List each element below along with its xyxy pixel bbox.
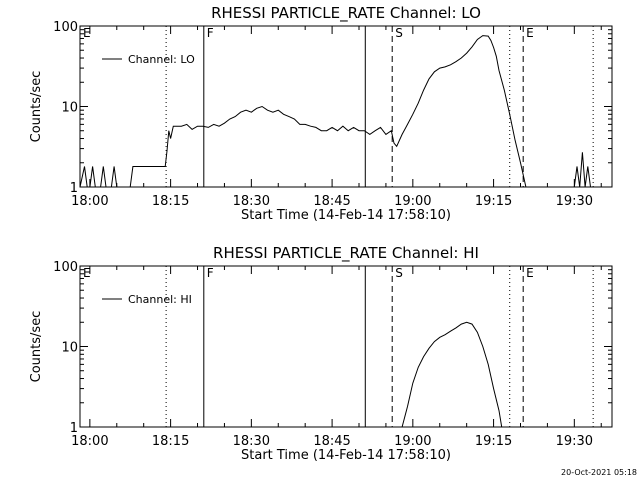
y-tick-label: 1 [70,181,78,196]
plot-frame [79,265,613,428]
x-tick-label: 19:00 [394,194,431,209]
x-tick-label: 19:15 [475,434,512,449]
y-tick-label: 10 [61,101,78,116]
x-tick-label: 19:30 [556,434,593,449]
y-tick-label: 100 [53,20,78,35]
footer-timestamp: 20-Oct-2021 05:18 [561,468,637,477]
x-tick-label: 18:15 [152,194,189,209]
x-tick-label: 19:15 [475,194,512,209]
legend-entry: Channel: HI [128,293,192,306]
x-tick-label: 18:15 [152,434,189,449]
event-marker-label: E [83,266,91,280]
x-tick-label: 18:45 [313,194,350,209]
x-tick-label: 18:30 [233,434,270,449]
event-marker-label: E [526,266,534,280]
y-tick-label: 1 [70,421,78,436]
legend-entry: Channel: LO [128,53,195,66]
y-tick-label: 10 [61,341,78,356]
event-marker-label: S [395,26,403,40]
event-marker-label: F [207,266,214,280]
x-axis-label: Start Time (14-Feb-14 17:58:10) [241,448,451,463]
plot-frame [79,25,613,188]
chart-title: RHESSI PARTICLE_RATE Channel: LO [211,4,481,23]
event-marker-label: F [207,26,214,40]
series-line-1 [79,35,596,188]
x-tick-label: 19:30 [556,194,593,209]
series-line-1 [401,321,503,428]
x-tick-label: 18:00 [71,194,108,209]
chart-title: RHESSI PARTICLE_RATE Channel: HI [213,244,479,263]
event-marker-label: E [83,26,91,40]
x-tick-label: 19:00 [394,434,431,449]
chart-panel-2: RHESSI PARTICLE_RATE Channel: HI 18:00 18:… [29,244,613,463]
x-tick-label: 18:00 [71,434,108,449]
y-axis-label: Counts/sec [29,311,44,383]
y-tick-label: 100 [53,260,78,275]
chart-panel-1: RHESSI PARTICLE_RATE Channel: LO 18:00 18:… [29,4,613,223]
x-axis-label: Start Time (14-Feb-14 17:58:10) [241,208,451,223]
x-tick-label: 18:30 [233,194,270,209]
y-axis-label: Counts/sec [29,71,44,143]
event-marker-label: E [526,26,534,40]
event-marker-label: S [395,266,403,280]
x-tick-label: 18:45 [313,434,350,449]
